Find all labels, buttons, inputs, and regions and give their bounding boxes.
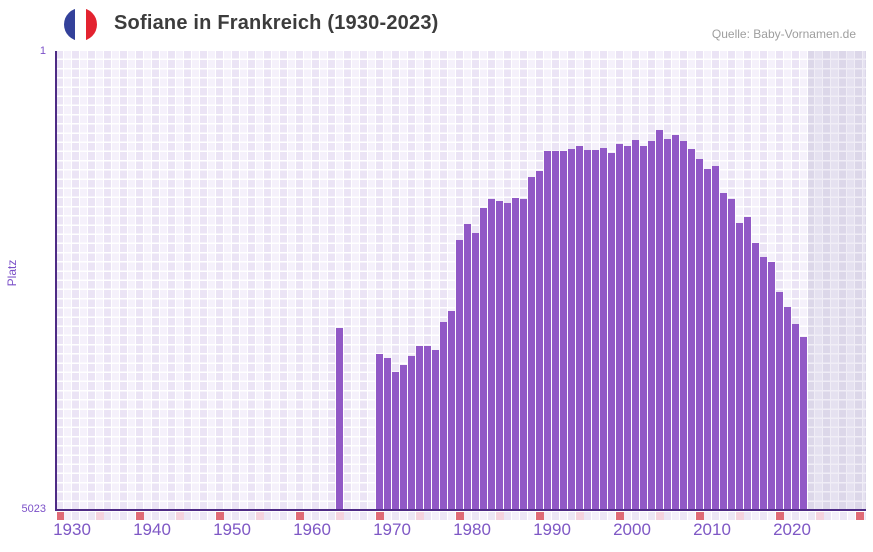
rank-bar-2005[interactable]	[672, 134, 679, 510]
rank-bar-1974[interactable]	[424, 345, 431, 510]
x-tick-label-1960: 1960	[293, 520, 331, 539]
source-credit: Quelle: Baby-Vornamen.de	[711, 27, 856, 41]
decade-mark-red-2018	[776, 512, 784, 520]
rank-bar-2003[interactable]	[656, 130, 663, 510]
decade-mark-red-1988	[536, 512, 544, 520]
rank-bar-2001[interactable]	[640, 146, 647, 510]
rank-bar-1969[interactable]	[384, 358, 391, 510]
x-tick-label-2020: 2020	[773, 520, 811, 539]
decade-mark-red-1928	[57, 512, 64, 520]
chart-title: Sofiane in Frankreich (1930-2023)	[114, 12, 439, 34]
x-tick-label-1940: 1940	[133, 520, 171, 539]
rank-bar-2010[interactable]	[712, 165, 719, 510]
rank-bar-1990[interactable]	[552, 150, 559, 510]
rank-bar-1976[interactable]	[440, 321, 447, 510]
x-tick-label-1990: 1990	[533, 520, 571, 539]
x-tick-label-1930: 1930	[53, 520, 91, 539]
rank-bar-1998[interactable]	[616, 143, 623, 510]
rank-bar-1987[interactable]	[528, 176, 535, 510]
france-flag-icon	[64, 8, 97, 41]
rank-bar-1970[interactable]	[392, 371, 399, 510]
rank-bar-1983[interactable]	[496, 200, 503, 510]
half-decade-mark-pink-2003	[656, 512, 664, 520]
rank-bar-1988[interactable]	[536, 170, 543, 510]
rank-bar-2017[interactable]	[768, 261, 775, 510]
rank-bar-2012[interactable]	[728, 198, 735, 510]
x-tick-label-1950: 1950	[213, 520, 251, 539]
rank-bar-1975[interactable]	[432, 349, 439, 510]
y-axis-bottom-label: 5023	[21, 503, 46, 515]
x-tick-label-1980: 1980	[453, 520, 491, 539]
rank-bar-1968[interactable]	[376, 353, 383, 510]
rank-bar-2021[interactable]	[800, 336, 807, 510]
rank-bar-1984[interactable]	[504, 202, 511, 510]
rank-bar-2018[interactable]	[776, 291, 783, 510]
rank-bar-1996[interactable]	[600, 147, 607, 510]
no-data-shade-region	[808, 51, 866, 510]
half-decade-mark-pink-1993	[576, 512, 584, 520]
rank-bar-1991[interactable]	[560, 151, 567, 510]
rank-bar-1994[interactable]	[584, 149, 591, 510]
half-decade-mark-pink-1963	[336, 512, 344, 520]
x-tick-label-1970: 1970	[373, 520, 411, 539]
rank-bar-1989[interactable]	[544, 150, 551, 510]
rank-bar-1999[interactable]	[624, 146, 631, 510]
decade-mark-red-2028	[856, 512, 864, 520]
y-axis-line	[55, 51, 57, 511]
y-axis-top-label: 1	[39, 45, 46, 57]
rank-bar-2008[interactable]	[696, 158, 703, 510]
rank-bar-1971[interactable]	[400, 364, 407, 510]
rank-bar-2013[interactable]	[736, 222, 743, 510]
half-decade-mark-pink-1943	[176, 512, 184, 520]
decade-mark-red-1968	[376, 512, 384, 520]
rank-bar-1979[interactable]	[464, 223, 471, 510]
half-decade-mark-pink-2013	[736, 512, 744, 520]
half-decade-mark-pink-1953	[256, 512, 264, 520]
x-tick-label-2000: 2000	[613, 520, 651, 539]
rank-bar-1986[interactable]	[520, 198, 527, 510]
rank-bar-2000[interactable]	[632, 139, 639, 510]
decade-mark-red-2008	[696, 512, 704, 520]
rank-bar-1980[interactable]	[472, 232, 479, 510]
rank-bar-1977[interactable]	[448, 310, 455, 510]
rank-bar-1997[interactable]	[608, 152, 615, 510]
half-decade-mark-pink-2023	[816, 512, 824, 520]
half-decade-mark-pink-1933	[96, 512, 104, 520]
rank-bar-2002[interactable]	[648, 141, 655, 510]
rank-bar-2020[interactable]	[792, 323, 799, 510]
rank-bar-2006[interactable]	[680, 141, 687, 510]
decade-mark-red-1978	[456, 512, 464, 520]
half-decade-mark-pink-1973	[416, 512, 424, 520]
rank-bar-2016[interactable]	[760, 257, 767, 510]
x-axis-line	[55, 509, 866, 511]
rank-bar-1978[interactable]	[456, 239, 463, 510]
rank-bar-1973[interactable]	[416, 345, 423, 510]
rank-bar-1995[interactable]	[592, 149, 599, 510]
rank-bar-2004[interactable]	[664, 138, 671, 510]
decade-mark-red-1938	[136, 512, 144, 520]
timeline-strip	[57, 512, 866, 520]
plot-area	[57, 51, 866, 510]
decade-mark-red-1958	[296, 512, 304, 520]
rank-bar-1981[interactable]	[480, 207, 487, 510]
rank-bar-1972[interactable]	[408, 355, 415, 510]
rank-bar-1992[interactable]	[568, 148, 575, 510]
half-decade-mark-pink-1983	[496, 512, 504, 520]
rank-bar-1963[interactable]	[336, 327, 343, 510]
rank-bar-2015[interactable]	[752, 242, 759, 510]
x-axis-labels: 1930 1940 1950 1960 1970 1980 1990 2000 2010 2020	[53, 520, 866, 546]
decade-mark-red-1948	[216, 512, 224, 520]
y-axis-title: Platz	[5, 259, 19, 287]
rank-bar-2009[interactable]	[704, 168, 711, 510]
rank-bar-1993[interactable]	[576, 146, 583, 510]
rank-bar-2014[interactable]	[744, 216, 751, 510]
rank-bar-2011[interactable]	[720, 192, 727, 510]
rank-bar-2019[interactable]	[784, 306, 791, 510]
rank-bar-1985[interactable]	[512, 197, 519, 510]
rank-bar-2007[interactable]	[688, 148, 695, 510]
decade-mark-red-1998	[616, 512, 624, 520]
x-tick-label-2010: 2010	[693, 520, 731, 539]
rank-bar-1982[interactable]	[488, 198, 495, 510]
